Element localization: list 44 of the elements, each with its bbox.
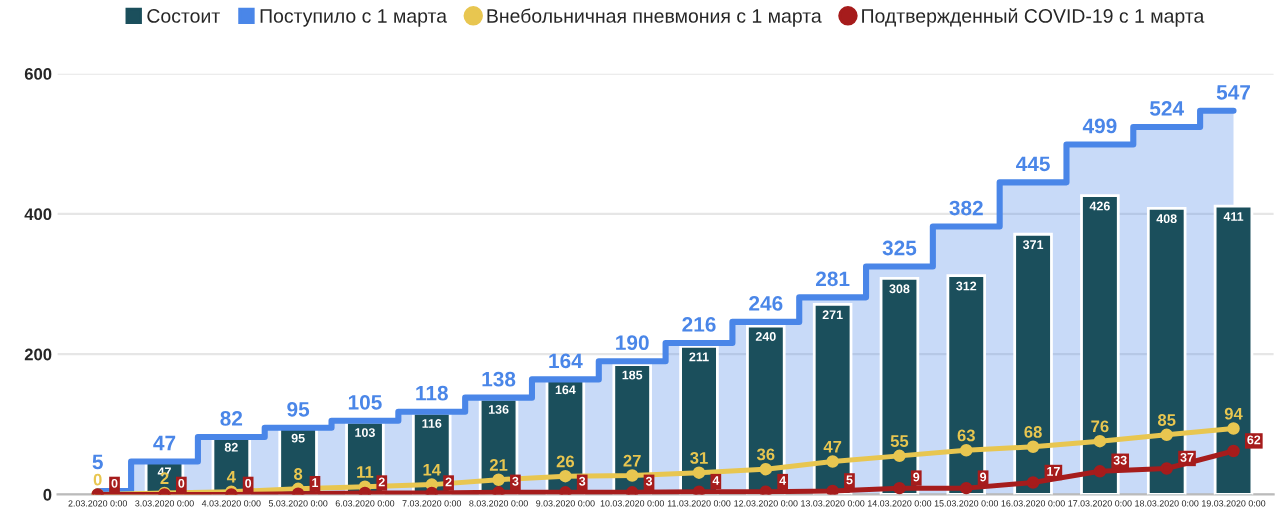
data-label: 95 — [287, 401, 310, 417]
data-label: 94 — [1224, 407, 1243, 420]
data-label: 325 — [882, 240, 917, 256]
data-label: 164 — [549, 353, 583, 369]
data-label: 85 — [1157, 414, 1176, 426]
y-tick-label: 0 — [43, 488, 52, 501]
data-label: 281 — [815, 271, 850, 287]
data-label: 0 — [93, 473, 102, 486]
data-label: 547 — [1216, 85, 1250, 100]
data-label: 27 — [623, 454, 641, 467]
data-label: 118 — [416, 385, 448, 401]
legend-label: Подтвержденный COVID-19 с 1 марта — [862, 8, 1205, 27]
data-label: 524 — [1149, 101, 1184, 116]
data-label: 138 — [482, 371, 516, 387]
data-label: 216 — [682, 317, 716, 332]
legend-label: Поступило с 1 марта — [260, 9, 448, 27]
data-label: 2 — [160, 472, 169, 484]
data-label: 445 — [1016, 156, 1050, 172]
data-label: 26 — [556, 455, 575, 468]
data-label: 8 — [294, 468, 303, 480]
data-label: 21 — [489, 459, 508, 471]
data-label: 190 — [616, 335, 649, 351]
data-label: 246 — [749, 296, 783, 311]
data-label: 31 — [690, 451, 708, 464]
data-label: 382 — [949, 200, 983, 216]
data-label: 105 — [348, 394, 382, 410]
data-label: 499 — [1082, 118, 1117, 134]
data-label: 5 — [92, 454, 103, 470]
y-tick-label: 600 — [24, 68, 52, 80]
y-tick-label: 200 — [24, 348, 52, 361]
data-label: 55 — [890, 435, 909, 447]
data-label: 82 — [220, 411, 243, 426]
y-tick-label: 400 — [24, 208, 52, 221]
data-label: 76 — [1091, 420, 1109, 433]
data-label: 36 — [756, 448, 775, 461]
data-label: 68 — [1024, 426, 1042, 438]
data-label: 4 — [226, 471, 236, 483]
legend-label: Состоит — [147, 9, 220, 23]
data-label: 63 — [957, 429, 975, 442]
data-label: 14 — [423, 464, 441, 476]
data-label: 47 — [823, 440, 842, 453]
data-label: 11 — [357, 466, 374, 478]
legend-label: Внебольничная пневмония с 1 марта — [487, 8, 822, 27]
data-label: 47 — [153, 435, 176, 451]
